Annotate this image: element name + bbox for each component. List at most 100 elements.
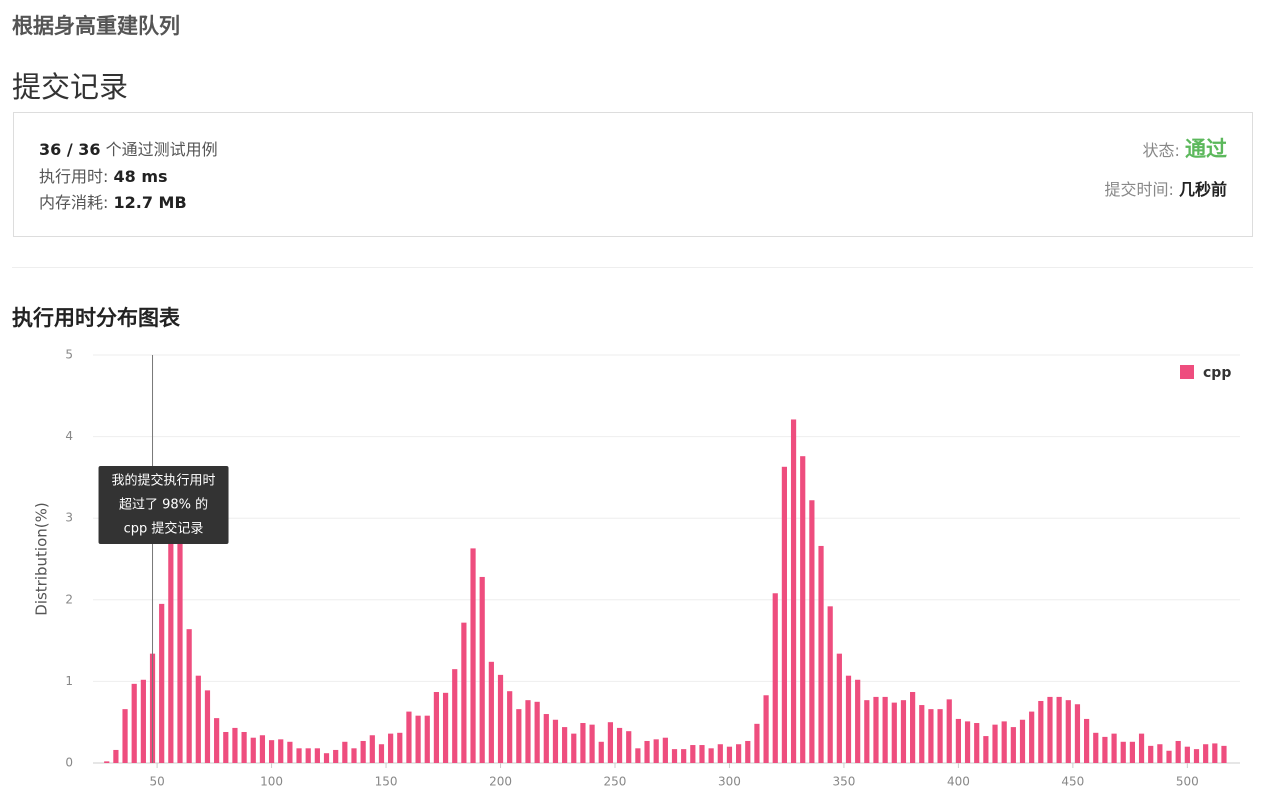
bar [1157,744,1163,763]
bar [1038,700,1044,763]
bar [268,740,275,763]
bar [397,732,403,763]
bar [690,745,696,763]
bar [507,691,513,763]
bar [1138,733,1145,763]
bar [442,692,449,763]
bar [900,700,907,763]
bar [223,731,229,763]
bar [204,690,211,763]
bar [974,723,980,763]
passed-row: 36 / 36 个通过测试用例 [39,136,218,160]
bar [461,622,467,763]
x-tick-label: 500 [1176,775,1199,789]
bar [1102,736,1108,763]
bar [214,718,220,763]
status: 通过 [1185,137,1227,161]
bar [250,737,256,763]
bar [891,702,897,763]
problem-title[interactable]: 根据身高重建队列 [12,14,180,38]
bar [919,705,925,763]
bar [827,606,833,763]
bar [195,675,201,763]
bar [1065,700,1071,763]
status-label: 状态: [1142,141,1180,160]
bar [1166,750,1172,763]
bar [955,718,962,763]
bar [360,740,366,763]
x-tick-label: 200 [489,775,512,789]
legend-label: cpp [1203,365,1231,381]
bar [616,727,623,763]
bar [497,674,504,763]
bar [241,731,247,763]
bar [525,700,531,763]
x-tick-label: 400 [947,775,970,789]
y-tick-label: 0 [65,756,73,770]
x-tick-label: 50 [149,775,164,789]
bar [836,653,842,763]
passed-label: 个通过测试用例 [105,140,218,159]
bar [1175,740,1181,763]
bar [424,715,430,763]
bar [552,719,559,763]
bar [351,748,357,763]
bar [589,724,595,763]
bar [415,715,421,763]
bar [562,727,568,763]
time-row: 提交时间: 几秒前 [1104,176,1227,200]
bar [534,701,540,763]
bar [186,629,192,763]
bar [388,733,394,763]
bar [159,603,165,763]
bar [543,714,549,763]
y-tick-label: 1 [65,674,73,688]
bar [671,749,678,763]
bar [882,696,888,763]
y-axis-label: Distribution(%) [33,502,51,615]
bar [598,741,604,763]
bar [983,736,989,763]
bar [717,744,723,763]
memory: 12.7 MB [113,193,187,212]
chart-title: 执行用时分布图表 [12,306,180,330]
bar [1111,733,1117,763]
bar [433,692,440,763]
bar [937,709,943,763]
bar [168,538,174,763]
bar [516,709,522,763]
bar [314,748,320,763]
bar [855,679,861,763]
bar [1019,719,1026,763]
bar [800,456,806,763]
bar [104,761,110,763]
bar [333,749,339,763]
bar [479,576,485,763]
bar [653,739,659,763]
memory-label: 内存消耗: [39,193,109,212]
x-tick-label: 100 [260,775,283,789]
bar [607,722,614,763]
bar [964,721,971,763]
bar [113,749,119,763]
bar [1221,745,1227,763]
bar [305,748,311,763]
bar [818,545,824,763]
summary-box: 36 / 36 个通过测试用例 执行用时: 48 ms 内存消耗: 12.7 M… [13,112,1253,237]
bar [1148,745,1154,763]
bar [873,696,879,763]
bar [287,741,293,763]
runtime-label: 执行用时: [39,167,109,186]
bar [369,735,375,763]
legend-swatch [1180,365,1194,379]
bar [278,739,284,763]
bar [781,466,788,763]
time-label: 提交时间: [1104,180,1174,199]
bar [946,699,952,763]
y-tick-label: 2 [65,592,73,606]
bar [406,711,412,763]
bar [323,753,330,763]
bar [1074,704,1081,763]
